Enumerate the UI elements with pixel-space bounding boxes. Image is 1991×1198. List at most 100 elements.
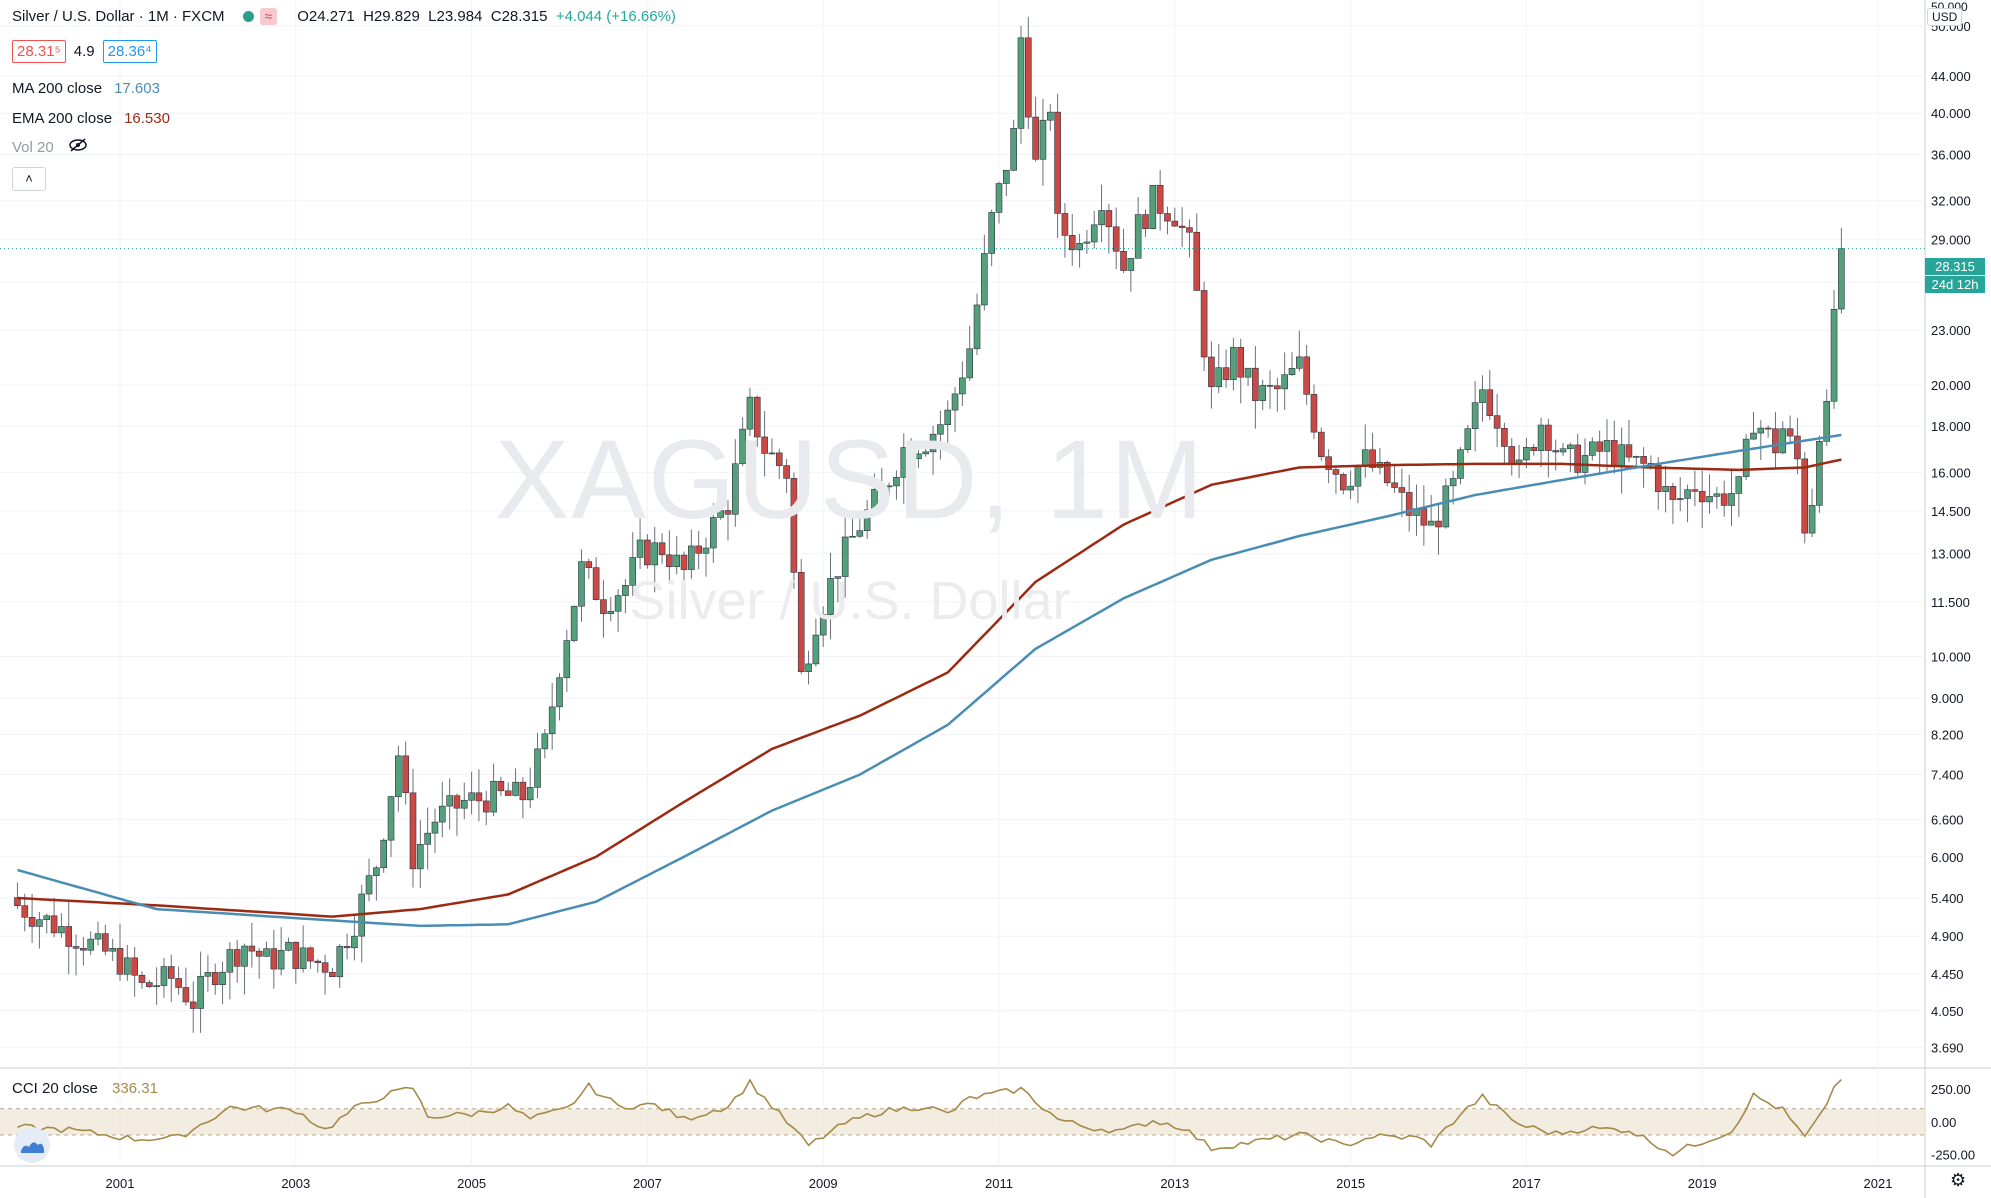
candle-body (1720, 493, 1728, 506)
sell-price-button[interactable]: 28.31⁵ (12, 40, 66, 63)
candle (717, 500, 724, 520)
candle-body (1596, 441, 1603, 452)
candle (1779, 421, 1787, 455)
y-tick-label: 32.000 (1931, 194, 1971, 209)
candle (827, 552, 834, 640)
candle-body (1266, 385, 1274, 387)
candle (402, 741, 409, 805)
x-tick-label: 2019 (1688, 1176, 1717, 1191)
market-status-icon[interactable] (242, 11, 254, 22)
ema-legend[interactable]: EMA 200 close 16.530 (12, 110, 170, 127)
cci-band (0, 1108, 1925, 1136)
candle-body (1632, 456, 1640, 458)
candle (1427, 495, 1435, 526)
candle (688, 529, 695, 579)
y-tick-label: 4.050 (1931, 1004, 1964, 1019)
candle-body (1684, 489, 1691, 499)
last-price-tag: 28.315 (1925, 258, 1985, 275)
candle-body (981, 253, 988, 306)
candle (1054, 93, 1061, 238)
candle (988, 209, 995, 267)
candle-body (1830, 309, 1838, 402)
candle (80, 936, 87, 966)
candle (1303, 344, 1310, 405)
currency-badge[interactable]: USD (1927, 8, 1963, 26)
candle-body (1003, 169, 1010, 184)
compare-waves-icon[interactable]: ≈ (259, 8, 278, 25)
collapse-legend-button[interactable]: ˄ (12, 167, 46, 191)
candle (1596, 430, 1603, 475)
vol-legend[interactable]: Vol 20 (12, 138, 88, 156)
candle-body (768, 452, 776, 455)
candle (768, 438, 776, 455)
ma-value: 17.603 (114, 80, 160, 97)
candle-body (424, 832, 431, 845)
candle (1435, 503, 1442, 555)
candle-body (651, 542, 659, 566)
candle (1545, 418, 1552, 478)
candle (438, 781, 446, 838)
candle (1134, 197, 1142, 259)
candle (1684, 484, 1691, 523)
candle (131, 946, 138, 997)
candle-body (175, 978, 182, 988)
y-tick-label: 9.000 (1931, 691, 1964, 706)
candle-body (1442, 485, 1450, 528)
candle-body (907, 447, 915, 459)
x-tick-label: 2003 (281, 1176, 310, 1191)
candle-body (1742, 438, 1750, 477)
candle (1398, 468, 1406, 518)
candle-body (673, 554, 681, 568)
candle-body (299, 947, 307, 969)
candle-body (1662, 486, 1669, 492)
buy-price-button[interactable]: 28.36⁴ (102, 40, 157, 63)
x-tick-label: 2007 (633, 1176, 662, 1191)
settings-gear-icon[interactable]: ⚙ (1950, 1170, 1967, 1190)
candle (819, 606, 827, 648)
candle (937, 410, 944, 460)
cci-legend[interactable]: CCI 20 close 336.31 (12, 1080, 158, 1097)
candle-body (878, 486, 886, 490)
description-watermark: Silver / U.S. Dollar (629, 571, 1071, 631)
candle-body (1567, 444, 1574, 450)
candle-body (1654, 464, 1662, 492)
candle (1625, 419, 1633, 463)
candle-body (277, 949, 285, 970)
eye-off-icon[interactable] (68, 138, 88, 156)
candle-body (270, 948, 278, 970)
candle-body (189, 1001, 197, 1009)
candle (277, 927, 285, 976)
candle-body (1200, 290, 1208, 358)
candle-body (805, 663, 812, 672)
candle-body (351, 935, 358, 949)
candle-body (197, 975, 204, 1009)
candle (1274, 377, 1281, 412)
candle (1471, 381, 1479, 452)
candle (109, 938, 116, 961)
candle (534, 732, 541, 799)
tradingview-logo-icon[interactable] (14, 1127, 50, 1163)
y-tick-label: 40.000 (1931, 106, 1971, 121)
ma-legend[interactable]: MA 200 close 17.603 (12, 80, 160, 97)
candle-body (1823, 400, 1831, 442)
candle (219, 961, 226, 1005)
vol-label: Vol 20 (12, 138, 54, 156)
y-tick-label: 11.500 (1931, 595, 1970, 610)
candle-body (1193, 231, 1201, 291)
candle-body (1208, 356, 1215, 388)
candle-body (1669, 486, 1677, 500)
candle (292, 941, 300, 984)
candle (1449, 470, 1457, 505)
cci-tick-label: 250.00 (1931, 1082, 1971, 1097)
candle-body (959, 377, 966, 395)
candle-body (219, 971, 226, 986)
candle (1215, 343, 1223, 394)
candle (21, 893, 29, 932)
candle-body (1186, 227, 1193, 233)
candle-body (482, 800, 490, 813)
candle-body (314, 960, 322, 963)
candle-body (431, 821, 439, 834)
candle (841, 514, 849, 598)
symbol-title[interactable]: Silver / U.S. Dollar · 1M · FXCM (12, 8, 225, 25)
